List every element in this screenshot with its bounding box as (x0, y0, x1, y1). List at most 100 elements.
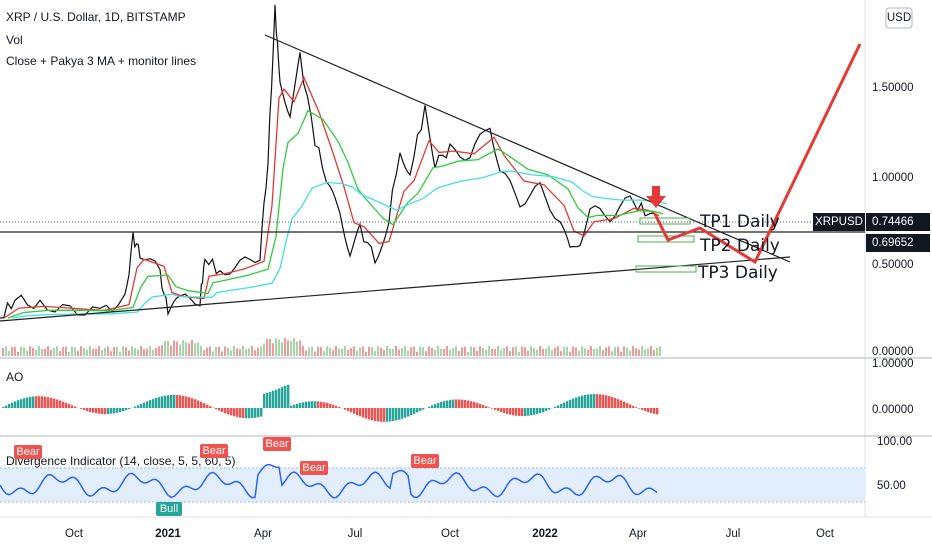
volume-bar (605, 347, 607, 356)
volume-bar (539, 346, 541, 356)
target-label: TP1 Daily (699, 212, 780, 232)
volume-bar (407, 350, 409, 356)
ao-bar (602, 394, 605, 408)
volume-bar (584, 348, 586, 356)
ao-bar (65, 402, 68, 408)
ao-bar (56, 399, 59, 408)
volume-bar (290, 341, 292, 356)
volume-bar (200, 346, 202, 356)
volume-bar (146, 348, 148, 356)
ao-bar (104, 408, 107, 415)
volume-bar (275, 338, 277, 356)
down-arrow (646, 186, 666, 208)
ao-bar (482, 405, 485, 408)
ao-bar (317, 401, 320, 408)
volume-bar (461, 347, 463, 356)
ao-bar (272, 390, 275, 408)
volume-bar (452, 347, 454, 356)
ao-bar (86, 408, 89, 412)
bear-badge (411, 454, 439, 468)
volume-bar (632, 346, 634, 356)
ao-bar (401, 408, 404, 419)
ao-bar (275, 389, 278, 408)
volume-bar (473, 347, 475, 356)
ao-bar (218, 408, 221, 411)
ao-bar (557, 405, 560, 408)
ao-bar (344, 408, 347, 410)
ao-bar (125, 408, 128, 411)
ao-bar (185, 396, 188, 408)
time-tick-label: 2021 (155, 528, 181, 540)
volume-bar (506, 346, 508, 356)
ao-bar (305, 401, 308, 408)
bear-badge (263, 437, 291, 451)
volume-bar (641, 346, 643, 356)
volume-bar (470, 346, 472, 356)
ao-bar (80, 408, 83, 409)
ao-bar (245, 408, 248, 419)
price-line (0, 4, 656, 319)
volume-bar (77, 350, 79, 356)
volume-bar (557, 346, 559, 356)
ao-bar (377, 408, 380, 422)
ao-bar (95, 408, 98, 414)
volume-bar (143, 349, 145, 356)
volume-bar (131, 346, 133, 356)
ao-bar (644, 408, 647, 412)
ao-bar (629, 404, 632, 408)
ao-bar (260, 408, 263, 417)
ao-bar (155, 398, 158, 408)
volume-bar (437, 346, 439, 356)
ao-bar (116, 408, 119, 413)
volume-bar (293, 338, 295, 356)
ao-bar (290, 405, 293, 408)
volume-bar (152, 350, 154, 356)
ao-bar (182, 395, 185, 408)
ao-bar (119, 408, 122, 413)
volume-bar (476, 350, 478, 356)
volume-bar (149, 346, 151, 356)
volume-bar (23, 347, 25, 356)
volume-bar (173, 340, 175, 356)
ao-bar (254, 408, 257, 418)
ao-bar (536, 408, 539, 414)
volume-bar (164, 340, 166, 356)
target-label: TP2 Daily (699, 236, 780, 256)
lower-trendline (0, 256, 791, 322)
volume-bar (611, 351, 613, 356)
ao-bar (164, 395, 167, 408)
volume-bar (296, 341, 298, 356)
volume-bar (335, 346, 337, 356)
symbol-tag (813, 213, 865, 231)
ao-bar (98, 408, 101, 414)
ao-bar (359, 408, 362, 417)
ao-bar (158, 397, 161, 408)
volume-bar (551, 350, 553, 356)
volume-bar (494, 348, 496, 356)
ao-bar (113, 408, 116, 414)
ao-bar (449, 399, 452, 408)
ao-bar (257, 408, 260, 418)
ao-bar (506, 408, 509, 414)
volume-bar (308, 347, 310, 356)
volume-bar (341, 349, 343, 356)
volume-bar (548, 346, 550, 356)
volume-bar (620, 351, 622, 356)
volume-bar (95, 348, 97, 356)
ao-bar (62, 401, 65, 408)
volume-bar (245, 349, 247, 356)
ao-bar (83, 408, 86, 411)
volume-bar (182, 340, 184, 356)
volume-bar (488, 346, 490, 356)
ao-bar (626, 403, 629, 408)
ao-bar (2, 406, 5, 408)
ao-bar (515, 408, 518, 416)
ma-slow (11, 170, 668, 319)
volume-bar (617, 346, 619, 356)
ao-bar (599, 394, 602, 408)
ao-bar (623, 401, 626, 408)
ao-bar (140, 403, 143, 408)
ao-bar (197, 400, 200, 408)
currency-button[interactable] (885, 7, 913, 29)
volume-bar (515, 346, 517, 356)
